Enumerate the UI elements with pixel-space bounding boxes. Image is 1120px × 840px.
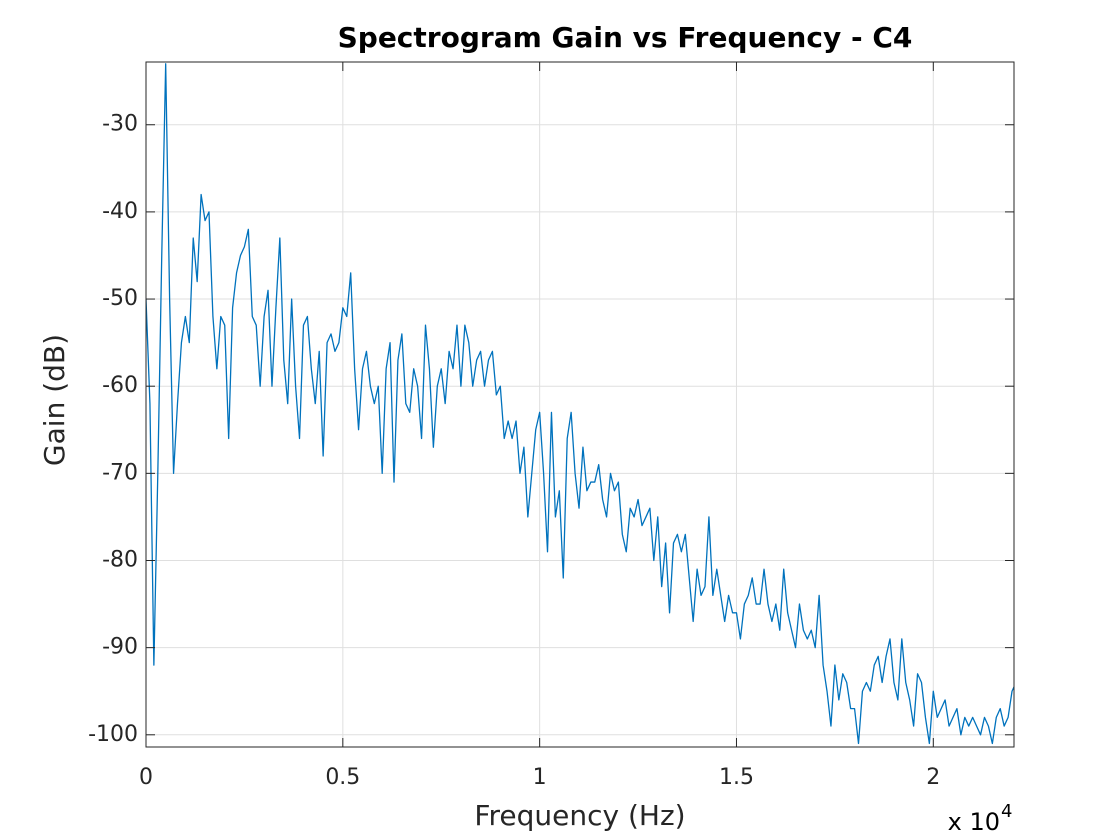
x-tick-label: 0: [139, 765, 153, 790]
chart-title: Spectrogram Gain vs Frequency - C4: [338, 21, 913, 54]
x-multiplier-base: x 10: [948, 808, 1000, 836]
x-axis-label: Frequency (Hz): [474, 799, 685, 832]
x-tick-label: 2: [926, 765, 940, 790]
y-tick-label: -50: [102, 286, 138, 311]
plot-area: [146, 63, 1014, 745]
x-tick-label: 0.5: [325, 765, 360, 790]
y-axis-label: Gain (dB): [38, 334, 71, 466]
y-tick-label: -60: [102, 373, 138, 398]
grid: [145, 62, 1014, 747]
x-multiplier-exponent: 4: [1001, 801, 1012, 822]
y-tick-label: -100: [88, 722, 138, 747]
x-tick-label: 1: [533, 765, 547, 790]
x-tick-label: 1.5: [719, 765, 754, 790]
y-tick-label: -40: [102, 199, 138, 224]
ticks: 0 0.5 1 1.5 2 -100 -90 -80 -70 -60 -50 -40 -30: [88, 62, 1014, 790]
y-tick-label: -70: [102, 460, 138, 485]
data-line: [146, 63, 1014, 745]
y-tick-label: -80: [102, 547, 138, 572]
y-tick-label: -90: [102, 635, 138, 660]
y-tick-label: -30: [102, 112, 138, 137]
axes-box: [145, 61, 1015, 748]
